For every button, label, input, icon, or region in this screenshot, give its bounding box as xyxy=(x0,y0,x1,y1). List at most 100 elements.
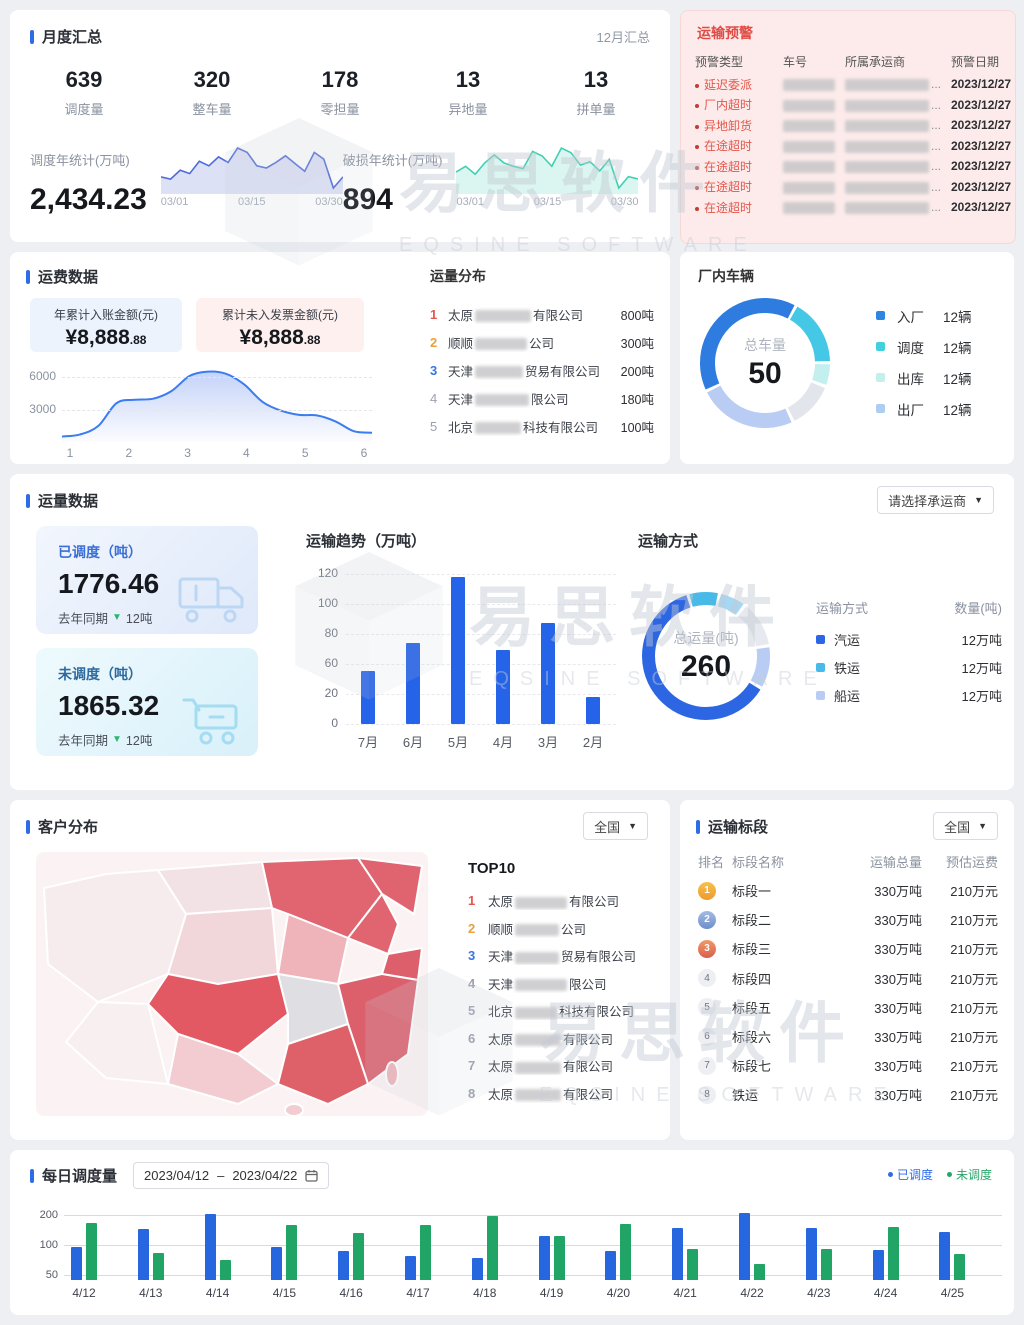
monthly-stat: 320 整车量 xyxy=(148,67,276,118)
top10-row: 1 太原 有限公司 xyxy=(468,887,663,915)
alert-date: 2023/12/27 xyxy=(951,118,1012,133)
legend-label: 铁运 xyxy=(834,660,861,676)
legend-label: 调度 xyxy=(897,340,924,356)
rank-medal-icon: 3 xyxy=(698,939,716,958)
region-select-customers[interactable]: 全国 ▼ xyxy=(583,812,648,840)
sections-title-text: 运输标段 xyxy=(708,819,769,836)
alerts-table-body: 延迟委派... 2023/12/27 厂内超时... 2023/12/27 异地卸货..… xyxy=(681,74,1015,218)
daily-x-label: 4/19 xyxy=(539,1286,564,1300)
carrier-select-value: 请选择承运商 xyxy=(888,493,967,509)
daily-bar-unscheduled xyxy=(754,1264,765,1280)
mode-legend-item[interactable]: 铁运 12万吨 xyxy=(816,653,1002,681)
masked-carrier-name xyxy=(845,140,929,153)
title-accent-bar xyxy=(30,29,34,44)
date-range-picker[interactable]: 2023/04/12 – 2023/04/22 xyxy=(133,1162,330,1189)
ellipsis-text: ... xyxy=(931,97,942,112)
mode-donut-chart xyxy=(642,592,770,720)
masked-company-name xyxy=(515,1034,562,1047)
daily-bar-scheduled xyxy=(204,1214,216,1280)
trend-bar xyxy=(406,643,420,724)
section-row: 3 标段三 330万吨 210万元 xyxy=(698,934,998,963)
panel-factory-vehicles: 厂内车辆 总车量 50 入厂 12辆 调度 12辆 出库 12辆 出厂 12辆 xyxy=(680,252,1014,464)
carrier-select[interactable]: 请选择承运商 ▼ xyxy=(877,486,994,514)
panel-freight-data: 运费数据 年累计入账金额(元) ¥8,888.88 累计未入发票金额(元) ¥8… xyxy=(10,252,670,464)
company-name: 太原 有限公司 xyxy=(488,895,620,910)
panel-transport-sections: 运输标段 全国 ▼ 排名 标段名称 运输总量 预估运费 1 标段一 330万吨 210… xyxy=(680,800,1014,1140)
ellipsis-text: ... xyxy=(931,138,942,153)
alert-dot-icon xyxy=(695,186,699,191)
vehicles-legend-item[interactable]: 入厂 12辆 xyxy=(876,300,996,331)
freight-x-label: 4 xyxy=(243,446,250,460)
section-name: 标段一 xyxy=(732,884,772,900)
section-row: 2 标段二 330万吨 210万元 xyxy=(698,905,998,934)
region-select-sections[interactable]: 全国 ▼ xyxy=(933,812,998,840)
top10-row: 7 太原 有限公司 xyxy=(468,1052,663,1080)
volume-dist-row: 5 北京 科技有限公司 100吨 xyxy=(430,412,654,440)
masked-company-name xyxy=(475,310,532,323)
china-choropleth-map[interactable] xyxy=(36,852,428,1116)
alert-date: 2023/12/27 xyxy=(951,77,1012,92)
sections-col-rank: 排名 xyxy=(698,855,725,870)
section-fee: 210万元 xyxy=(950,1088,998,1104)
top10-row: 2 顺顺 公司 xyxy=(468,915,663,943)
daily-bar-unscheduled xyxy=(219,1260,231,1280)
masked-vehicle-number xyxy=(783,99,835,112)
mode-legend-header: 运输方式 数量(吨) xyxy=(816,598,1002,617)
daily-legend-item[interactable]: 已调度 xyxy=(887,1166,933,1183)
daily-x-label: 4/15 xyxy=(272,1286,297,1300)
legend-label: 出库 xyxy=(897,371,924,387)
freight-y-label: 3000 xyxy=(29,401,56,416)
vehicles-legend-item[interactable]: 出厂 12辆 xyxy=(876,393,996,424)
top10-row: 8 太原 有限公司 xyxy=(468,1080,663,1108)
daily-legend-item[interactable]: 未调度 xyxy=(946,1166,992,1183)
daily-x-label: 4/13 xyxy=(139,1286,163,1300)
truck-icon xyxy=(176,572,248,626)
monthly-stat: 178 零担量 xyxy=(276,67,404,118)
sections-table-header: 排名 标段名称 运输总量 预估运费 xyxy=(698,852,998,871)
alert-row: 异地卸货... 2023/12/27 xyxy=(695,115,1011,136)
daily-bar-unscheduled xyxy=(820,1249,832,1280)
legend-swatch xyxy=(876,342,885,351)
mode-legend-item[interactable]: 汽运 12万吨 xyxy=(816,625,1002,653)
masked-carrier-name xyxy=(845,202,929,215)
trend-bar xyxy=(496,650,510,724)
section-name: 标段六 xyxy=(732,1030,772,1046)
legend-swatch xyxy=(876,311,885,320)
dispatch-sparkline-xaxis: 03/01 03/15 03/30 xyxy=(161,196,343,208)
section-name: 标段四 xyxy=(732,971,772,987)
trend-y-label: 100 xyxy=(317,596,338,610)
masked-carrier-name xyxy=(845,181,929,194)
stat-value: 639 xyxy=(65,67,103,92)
title-accent-bar xyxy=(26,269,30,284)
vehicles-legend-item[interactable]: 调度 12辆 xyxy=(876,331,996,362)
vehicles-legend-item[interactable]: 出库 12辆 xyxy=(876,362,996,393)
tonnage-value: 800吨 xyxy=(620,308,654,323)
sections-col-total: 运输总量 xyxy=(869,855,922,870)
panel-volume-distribution: 运量分布 1 太原 有限公司 800吨 2 顺顺 公司 300吨 3 天津 贸易有限公司 200吨 4 天… xyxy=(430,266,654,440)
daily-bar-scheduled xyxy=(471,1258,483,1280)
unscheduled-card: 未调度（吨） 1865.32 去年同期 ▼ 12吨 xyxy=(36,648,258,756)
company-name: 北京 科技有限公司 xyxy=(488,1005,635,1020)
mode-legend-col-mode: 运输方式 xyxy=(816,601,869,616)
top10-row: 3 天津 贸易有限公司 xyxy=(468,942,663,970)
daily-bar-unscheduled xyxy=(286,1225,298,1280)
masked-carrier-name xyxy=(845,161,929,174)
freight-gridline xyxy=(62,377,372,378)
rank-medal-icon: 7 xyxy=(698,1056,716,1075)
daily-bar-scheduled xyxy=(71,1247,82,1280)
masked-company-name xyxy=(475,422,522,435)
trend-x-label: 7月 xyxy=(357,735,379,750)
daily-bar-unscheduled xyxy=(420,1225,431,1280)
section-row: 6 标段六 330万吨 210万元 xyxy=(698,1022,998,1051)
mode-legend-item[interactable]: 船运 12万吨 xyxy=(816,681,1002,709)
ellipsis-text: ... xyxy=(931,200,942,215)
alert-row: 在途超时... 2023/12/27 xyxy=(695,177,1011,198)
alert-dot-icon xyxy=(695,206,699,211)
rank-number: 3 xyxy=(468,948,476,964)
alert-row: 在途超时... 2023/12/27 xyxy=(695,136,1011,157)
mode-legend-rows: 汽运 12万吨 铁运 12万吨 船运 12万吨 xyxy=(816,625,1002,709)
volume-title: 运量数据 xyxy=(26,490,98,511)
section-total: 330万吨 xyxy=(874,1088,922,1104)
daily-x-label: 4/14 xyxy=(205,1286,230,1300)
daily-bar-unscheduled xyxy=(353,1233,365,1280)
